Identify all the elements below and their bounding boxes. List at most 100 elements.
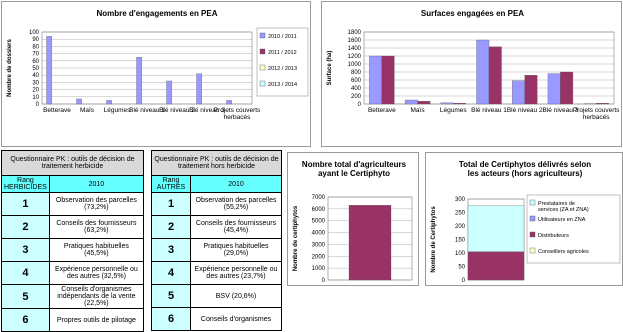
reason: Pratiques habituelles (45,5%)	[49, 239, 143, 262]
y-tick-label: 30	[32, 80, 39, 86]
table-header: 2010	[191, 176, 282, 193]
y-tick-label: 250	[455, 211, 466, 217]
legend-swatch	[530, 232, 535, 237]
y-tick-label: 0	[36, 102, 40, 108]
bar	[453, 103, 466, 104]
y-tick-label: 200	[455, 224, 466, 230]
bar	[418, 101, 431, 104]
table-header: Rang HERBICIDES	[2, 176, 50, 193]
y-tick-label: 600	[351, 78, 362, 84]
bar	[477, 40, 490, 104]
bar	[560, 72, 573, 104]
y-tick-label: 50	[32, 66, 39, 72]
herbicide-table: Questionnaire PK : outils de décision de…	[1, 150, 144, 332]
y-tick-label: 300	[455, 197, 466, 203]
y-tick-label: 1000	[348, 62, 362, 68]
bar	[548, 74, 561, 104]
x-tick-label: Légumes	[104, 107, 131, 114]
x-tick-label: Betterave	[43, 107, 71, 114]
y-axis-label: Nombre de Certiphytos	[431, 206, 437, 273]
reason: Pratiques habituelles (29,0%)	[191, 239, 282, 262]
y-tick-label: 1000	[312, 266, 326, 272]
y-tick-label: 60	[32, 59, 39, 65]
bar	[382, 56, 395, 104]
rank: 5	[2, 285, 50, 309]
bar	[349, 205, 391, 280]
table-title: Questionnaire PK : outils de décision de…	[2, 151, 144, 176]
y-tick-label: 150	[455, 238, 466, 244]
rank: 1	[2, 193, 50, 216]
y-tick-label: 200	[351, 94, 362, 100]
y-tick-label: 70	[32, 52, 39, 58]
reason: Expérience personnelle ou des autres (32…	[49, 262, 143, 285]
x-tick-label: Blé niveau 2	[507, 107, 543, 114]
legend-swatch	[260, 81, 265, 86]
y-tick-label: 0	[322, 278, 326, 284]
x-tick-label: Légumes	[440, 107, 467, 114]
legend-swatch	[530, 248, 535, 253]
bar-segment	[468, 252, 524, 280]
bar	[167, 81, 172, 104]
y-axis-label: Surface (ha)	[327, 51, 333, 86]
x-tick-label: Betterave	[368, 107, 396, 114]
reason: Conseils des fournisseurs (63,2%)	[49, 216, 143, 239]
y-tick-label: 50	[458, 265, 465, 271]
legend-swatch	[260, 49, 265, 54]
y-tick-label: 90	[32, 37, 39, 43]
table-header: Rang AUTRES	[152, 176, 191, 193]
y-axis-label: Nombre de certiphytos	[293, 205, 299, 271]
bar	[107, 100, 112, 104]
reason: Propres outils de pilotage	[49, 309, 143, 332]
engagements-chart: Nombre d'engagements en PEA Nombre de dos…	[1, 1, 311, 147]
y-tick-label: 800	[351, 70, 362, 76]
rank: 2	[2, 216, 50, 239]
legend-label: 2012 / 2013	[268, 66, 297, 72]
y-tick-label: 100	[455, 251, 466, 257]
rank: 3	[2, 239, 50, 262]
reason: BSV (20,6%)	[191, 285, 282, 308]
y-tick-label: 4000	[312, 231, 326, 237]
y-tick-label: 10	[32, 95, 39, 101]
chart-title: Nombre d'engagements en PEA	[96, 9, 217, 18]
rank: 2	[152, 216, 191, 239]
legend-swatch	[530, 200, 535, 205]
y-tick-label: 20	[32, 88, 39, 94]
bar	[197, 74, 202, 104]
legend-label: 2013 / 2014	[268, 82, 297, 88]
rank: 6	[152, 308, 191, 331]
rank: 1	[152, 193, 191, 216]
other-table: Questionnaire PK : outils de décision de…	[151, 150, 282, 331]
y-tick-label: 40	[32, 73, 39, 79]
table-header: 2010	[49, 176, 143, 193]
legend-label: Conseillers agricoles	[538, 249, 589, 255]
page: Nombre d'engagements en PEA Nombre de dos…	[0, 0, 623, 284]
legend-label: Distributeurs	[538, 233, 569, 239]
legend-swatch	[260, 65, 265, 70]
y-tick-label: 0	[462, 278, 466, 284]
y-tick-label: 80	[32, 44, 39, 50]
bar	[369, 56, 382, 104]
bar	[441, 103, 454, 104]
y-tick-label: 400	[351, 86, 362, 92]
x-tick-label: Maïs	[411, 107, 426, 114]
y-axis-label: Nombre de dossiers	[7, 38, 13, 96]
bar-segment	[468, 206, 524, 252]
y-tick-label: 1200	[348, 54, 362, 60]
legend-label: Utilisateurs en ZNA	[538, 217, 586, 223]
rank: 3	[152, 239, 191, 262]
y-tick-label: 7000	[312, 195, 326, 201]
rank: 6	[2, 309, 50, 332]
bar	[77, 99, 82, 104]
legend-swatch	[260, 33, 265, 38]
x-tick-label: Maïs	[80, 107, 95, 114]
reason: Conseils d'organismes indépendants de la…	[49, 285, 143, 309]
rank: 4	[2, 262, 50, 285]
bar	[47, 36, 52, 104]
rank: 5	[152, 285, 191, 308]
y-tick-label: 5000	[312, 219, 326, 225]
